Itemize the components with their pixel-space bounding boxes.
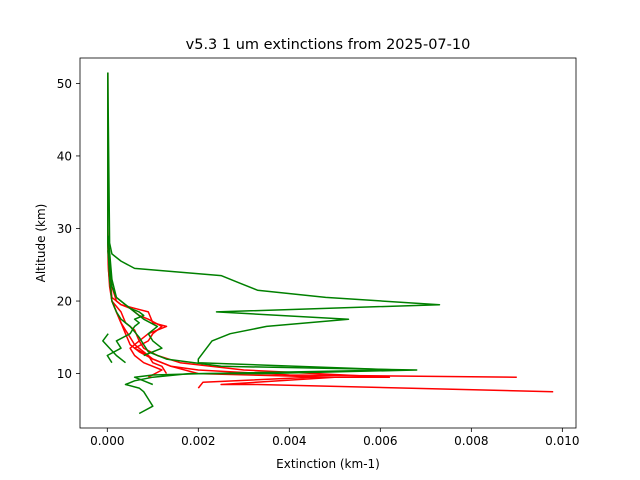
y-tick-label: 50 [57,77,72,91]
y-tick-label: 10 [57,367,72,381]
y-tick-label: 20 [57,295,72,309]
x-tick-label: 0.000 [90,434,124,448]
x-tick-label: 0.004 [272,434,306,448]
x-tick-label: 0.010 [545,434,579,448]
x-tick-label: 0.008 [454,434,488,448]
series-layer [102,72,554,415]
y-axis: 10 20 30 40 50 [57,77,80,381]
y-tick-label: 30 [57,222,72,236]
x-tick-label: 0.002 [181,434,215,448]
x-tick-label: 0.006 [363,434,397,448]
y-tick-label: 40 [57,149,72,163]
series-line-3 [107,228,391,389]
series-line-5 [107,257,168,378]
series-line-7 [107,72,441,386]
y-axis-label: Altitude (km) [34,204,48,283]
x-axis-label: Extinction (km-1) [276,457,380,471]
plot-frame [79,57,577,429]
series-line-10 [102,333,126,364]
x-axis: 0.000 0.002 0.004 0.006 0.008 0.010 [90,428,580,448]
series-line-9 [107,250,163,357]
series-line-6 [107,72,418,415]
chart-title: v5.3 1 um extinctions from 2025-07-10 [186,37,471,53]
